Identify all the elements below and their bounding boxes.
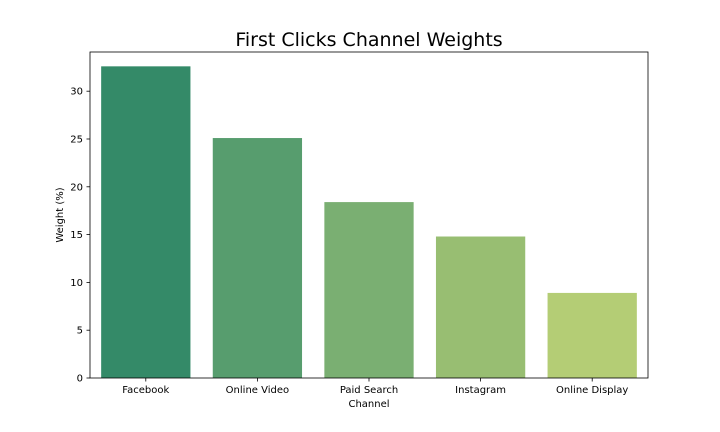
y-axis-label: Weight (%) xyxy=(55,187,66,242)
x-tick-label: Online Display xyxy=(556,385,628,396)
x-tick-label: Paid Search xyxy=(340,385,398,396)
bar-online-video xyxy=(212,138,303,378)
x-axis: Facebook Online Video Paid Search Instagram… xyxy=(122,378,628,396)
y-tick-label: 10 xyxy=(70,278,83,289)
x-tick-label: Instagram xyxy=(455,385,506,396)
bar-facebook xyxy=(101,66,191,378)
y-tick-label: 25 xyxy=(70,134,83,145)
y-tick-label: 0 xyxy=(77,374,83,385)
y-tick-label: 20 xyxy=(70,182,83,193)
bars-layer xyxy=(101,66,637,378)
y-axis: 0 5 10 15 20 25 30 xyxy=(70,87,90,385)
y-tick-label: 15 xyxy=(70,230,83,241)
bar-paid-search xyxy=(324,202,414,378)
y-tick-label: 5 xyxy=(77,326,83,337)
chart-title: First Clicks Channel Weights xyxy=(235,29,502,51)
x-tick-label: Facebook xyxy=(122,385,169,396)
x-tick-label: Online Video xyxy=(226,385,289,396)
bar-online-display xyxy=(547,292,637,378)
y-tick-label: 30 xyxy=(70,87,83,98)
bar-instagram xyxy=(435,236,526,378)
x-axis-label: Channel xyxy=(348,399,389,410)
